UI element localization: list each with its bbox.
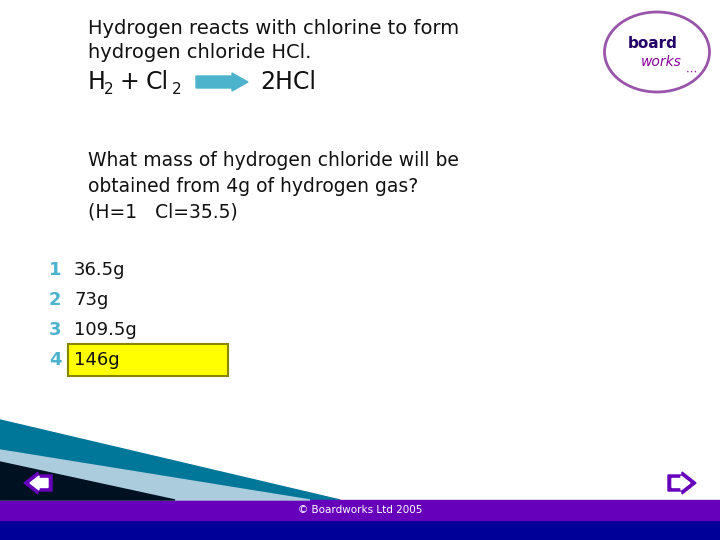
Text: H: H (88, 70, 106, 94)
Text: Hydrogen reacts with chlorine to form: Hydrogen reacts with chlorine to form (88, 18, 459, 37)
FancyArrow shape (196, 73, 248, 91)
Text: (H=1   Cl=35.5): (H=1 Cl=35.5) (88, 202, 238, 221)
Polygon shape (0, 462, 175, 500)
Text: 36.5g: 36.5g (74, 261, 125, 279)
FancyArrow shape (668, 472, 696, 494)
Polygon shape (0, 450, 310, 500)
FancyArrow shape (672, 476, 690, 490)
Text: hydrogen chloride HCl.: hydrogen chloride HCl. (88, 43, 311, 62)
Text: 2HCl: 2HCl (260, 70, 316, 94)
Polygon shape (0, 420, 340, 500)
Text: 146g: 146g (74, 351, 120, 369)
Text: board: board (628, 37, 678, 51)
Text: What mass of hydrogen chloride will be: What mass of hydrogen chloride will be (88, 151, 459, 170)
Text: works: works (641, 55, 681, 69)
Text: © Boardworks Ltd 2005: © Boardworks Ltd 2005 (298, 505, 422, 515)
Text: 73g: 73g (74, 291, 109, 309)
FancyBboxPatch shape (68, 344, 228, 376)
Text: 2: 2 (172, 82, 181, 97)
Text: +: + (120, 70, 140, 94)
Bar (0, 500, 720, 520)
FancyArrow shape (24, 472, 52, 494)
Bar (0, 520, 720, 540)
Text: ⋯: ⋯ (685, 67, 696, 77)
Text: 3: 3 (49, 321, 61, 339)
Text: 4: 4 (49, 351, 61, 369)
Text: Cl: Cl (146, 70, 169, 94)
Text: 2: 2 (49, 291, 61, 309)
Text: 2: 2 (104, 82, 114, 97)
Text: 109.5g: 109.5g (74, 321, 137, 339)
Text: 1: 1 (49, 261, 61, 279)
FancyArrow shape (30, 476, 48, 490)
Text: obtained from 4g of hydrogen gas?: obtained from 4g of hydrogen gas? (88, 177, 418, 195)
